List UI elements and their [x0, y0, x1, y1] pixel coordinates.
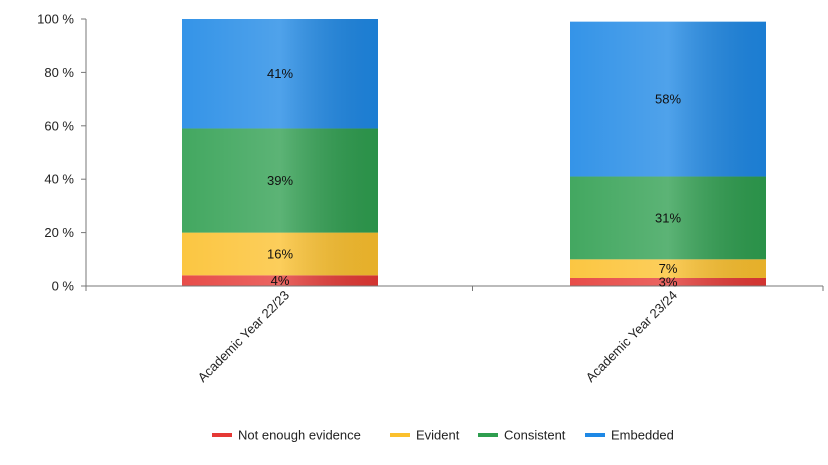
- bar-segment-shading: [570, 21, 766, 177]
- category-labels: Academic Year 22/23 Academic Year 23/24: [195, 288, 680, 385]
- y-tick-label: 40 %: [44, 172, 74, 187]
- bar-segment-shading: [570, 176, 766, 260]
- y-tick-label: 0 %: [52, 279, 75, 294]
- bar-segment-shading: [182, 275, 378, 286]
- legend-swatch: [390, 433, 410, 437]
- legend-label: Embedded: [611, 428, 674, 443]
- bars: [182, 19, 766, 286]
- legend-swatch: [478, 433, 498, 437]
- legend: Not enough evidence Evident Consistent Embe…: [212, 428, 674, 443]
- y-tick-label: 80 %: [44, 65, 74, 80]
- data-label: 7%: [659, 261, 678, 276]
- data-label: 58%: [655, 92, 681, 107]
- legend-label: Evident: [416, 428, 460, 443]
- data-label: 41%: [267, 66, 293, 81]
- bar-segment-shading: [182, 128, 378, 233]
- x-category-label: Academic Year 23/24: [583, 288, 680, 385]
- data-label: 16%: [267, 246, 293, 261]
- data-label: 31%: [655, 210, 681, 225]
- legend-swatch: [585, 433, 605, 437]
- bar-segment-shading: [570, 259, 766, 278]
- data-label: 39%: [267, 173, 293, 188]
- x-category-label: Academic Year 22/23: [195, 288, 292, 385]
- bar-segment-shading: [570, 277, 766, 286]
- data-label: 4%: [271, 273, 290, 288]
- legend-swatch: [212, 433, 232, 437]
- data-labels: 4% 16% 39% 41% 3%7% 31% 58%: [267, 66, 681, 289]
- y-tick-label: 100 %: [37, 12, 74, 27]
- legend-label: Consistent: [504, 428, 566, 443]
- bar-segment-shading: [182, 232, 378, 276]
- y-tick-label: 60 %: [44, 118, 74, 133]
- data-label: 3%: [659, 274, 678, 289]
- legend-label: Not enough evidence: [238, 428, 361, 443]
- axes: [85, 19, 824, 291]
- y-tick-label: 20 %: [44, 225, 74, 240]
- y-axis-ticks: 0 % 20 % 40 % 60 % 80 % 100 %: [37, 12, 86, 294]
- bar-segment-shading: [182, 19, 378, 129]
